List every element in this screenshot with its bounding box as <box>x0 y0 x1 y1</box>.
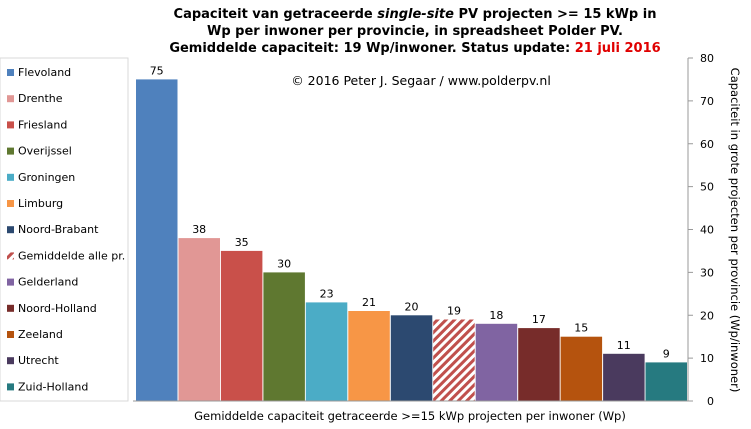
data-label: 15 <box>574 322 588 335</box>
bar-overijssel <box>263 272 305 401</box>
bars-group <box>136 79 687 402</box>
bar-limburg <box>348 311 390 401</box>
legend-label: Friesland <box>18 118 67 131</box>
legend-label: Groningen <box>18 171 75 184</box>
legend-label: Gemiddelde alle pr. <box>18 249 125 262</box>
status-date: 21 juli 2016 <box>575 41 661 56</box>
y-tick-label: 40 <box>700 224 714 237</box>
bar-gemiddelde-alle-pr <box>433 319 475 401</box>
legend-box <box>0 57 129 402</box>
chart-title-line2: Wp per inwoner per provincie, in spreads… <box>207 24 623 39</box>
legend-swatch <box>7 383 14 391</box>
y-tick-label: 70 <box>700 95 714 108</box>
data-label: 30 <box>277 257 291 270</box>
bar-drenthe <box>178 238 220 401</box>
data-label: 20 <box>405 300 419 313</box>
bar-groningen <box>305 302 348 401</box>
legend-label: Overijssel <box>18 145 72 158</box>
legend-label: Noord-Brabant <box>18 223 99 236</box>
legend-label: Limburg <box>18 197 63 210</box>
legend-swatch <box>7 69 14 76</box>
legend-label: Flevoland <box>18 66 71 79</box>
y-tick-label: 20 <box>700 309 714 322</box>
x-axis-label: Gemiddelde capaciteit getraceerde >=15 k… <box>194 409 626 423</box>
legend-label: Utrecht <box>18 354 59 367</box>
y-tick-label: 80 <box>700 52 714 65</box>
y-tick-label: 60 <box>700 138 714 151</box>
legend-swatch <box>7 226 14 234</box>
legend-swatch <box>7 252 14 260</box>
legend-label: Gelderland <box>18 276 78 289</box>
bar-noord-brabant <box>390 315 433 402</box>
bar-gelderland <box>475 323 518 401</box>
data-label: 35 <box>235 236 249 249</box>
copyright-text: © 2016 Peter J. Segaar / www.polderpv.nl <box>291 73 551 88</box>
legend-label: Noord-Holland <box>18 302 97 315</box>
bar-flevoland <box>136 79 178 402</box>
data-label: 17 <box>532 313 546 326</box>
legend-swatch <box>7 331 14 338</box>
legend-label: Drenthe <box>18 92 63 105</box>
y-tick-label: 30 <box>700 266 714 279</box>
data-label: 23 <box>320 287 334 300</box>
bar-zuid-holland <box>645 362 687 401</box>
legend-swatch <box>7 173 14 181</box>
bar-noord-holland <box>518 328 560 401</box>
legend-swatch <box>7 200 14 207</box>
chart-title-line3: Gemiddelde capaciteit: 19 Wp/inwoner. St… <box>169 41 660 56</box>
legend-swatch <box>7 147 14 155</box>
legend-swatch <box>7 95 14 103</box>
legend-swatch <box>7 121 14 129</box>
legend: Flevoland Drenthe Friesland Overijssel Groni… <box>7 66 125 393</box>
bar-utrecht <box>603 353 645 401</box>
data-label: 19 <box>447 305 461 318</box>
chart-title-line1: Capaciteit van getraceerde single-site P… <box>174 7 657 22</box>
data-label: 21 <box>362 296 376 309</box>
legend-label: Zuid-Holland <box>18 380 88 393</box>
data-label: 11 <box>617 339 631 352</box>
legend-label: Zeeland <box>18 328 63 341</box>
y-axis-ticks: 0 10 20 30 40 50 60 70 80 <box>688 52 714 408</box>
legend-swatch <box>7 278 14 286</box>
data-label: 38 <box>192 223 206 236</box>
data-label: 18 <box>489 309 503 322</box>
legend-swatch <box>7 304 14 312</box>
y-axis-label: Capaciteit in grote projecten per provin… <box>728 68 742 393</box>
bar-friesland <box>220 250 263 401</box>
y-tick-label: 0 <box>707 395 714 408</box>
data-label: 9 <box>663 347 670 360</box>
data-labels-group: 75 38 35 30 23 21 20 19 18 17 15 11 9 <box>150 64 670 360</box>
y-tick-label: 10 <box>700 352 714 365</box>
data-label: 75 <box>150 64 164 77</box>
y-tick-label: 50 <box>700 181 714 194</box>
legend-swatch <box>7 357 14 365</box>
bar-zeeland <box>560 336 603 401</box>
